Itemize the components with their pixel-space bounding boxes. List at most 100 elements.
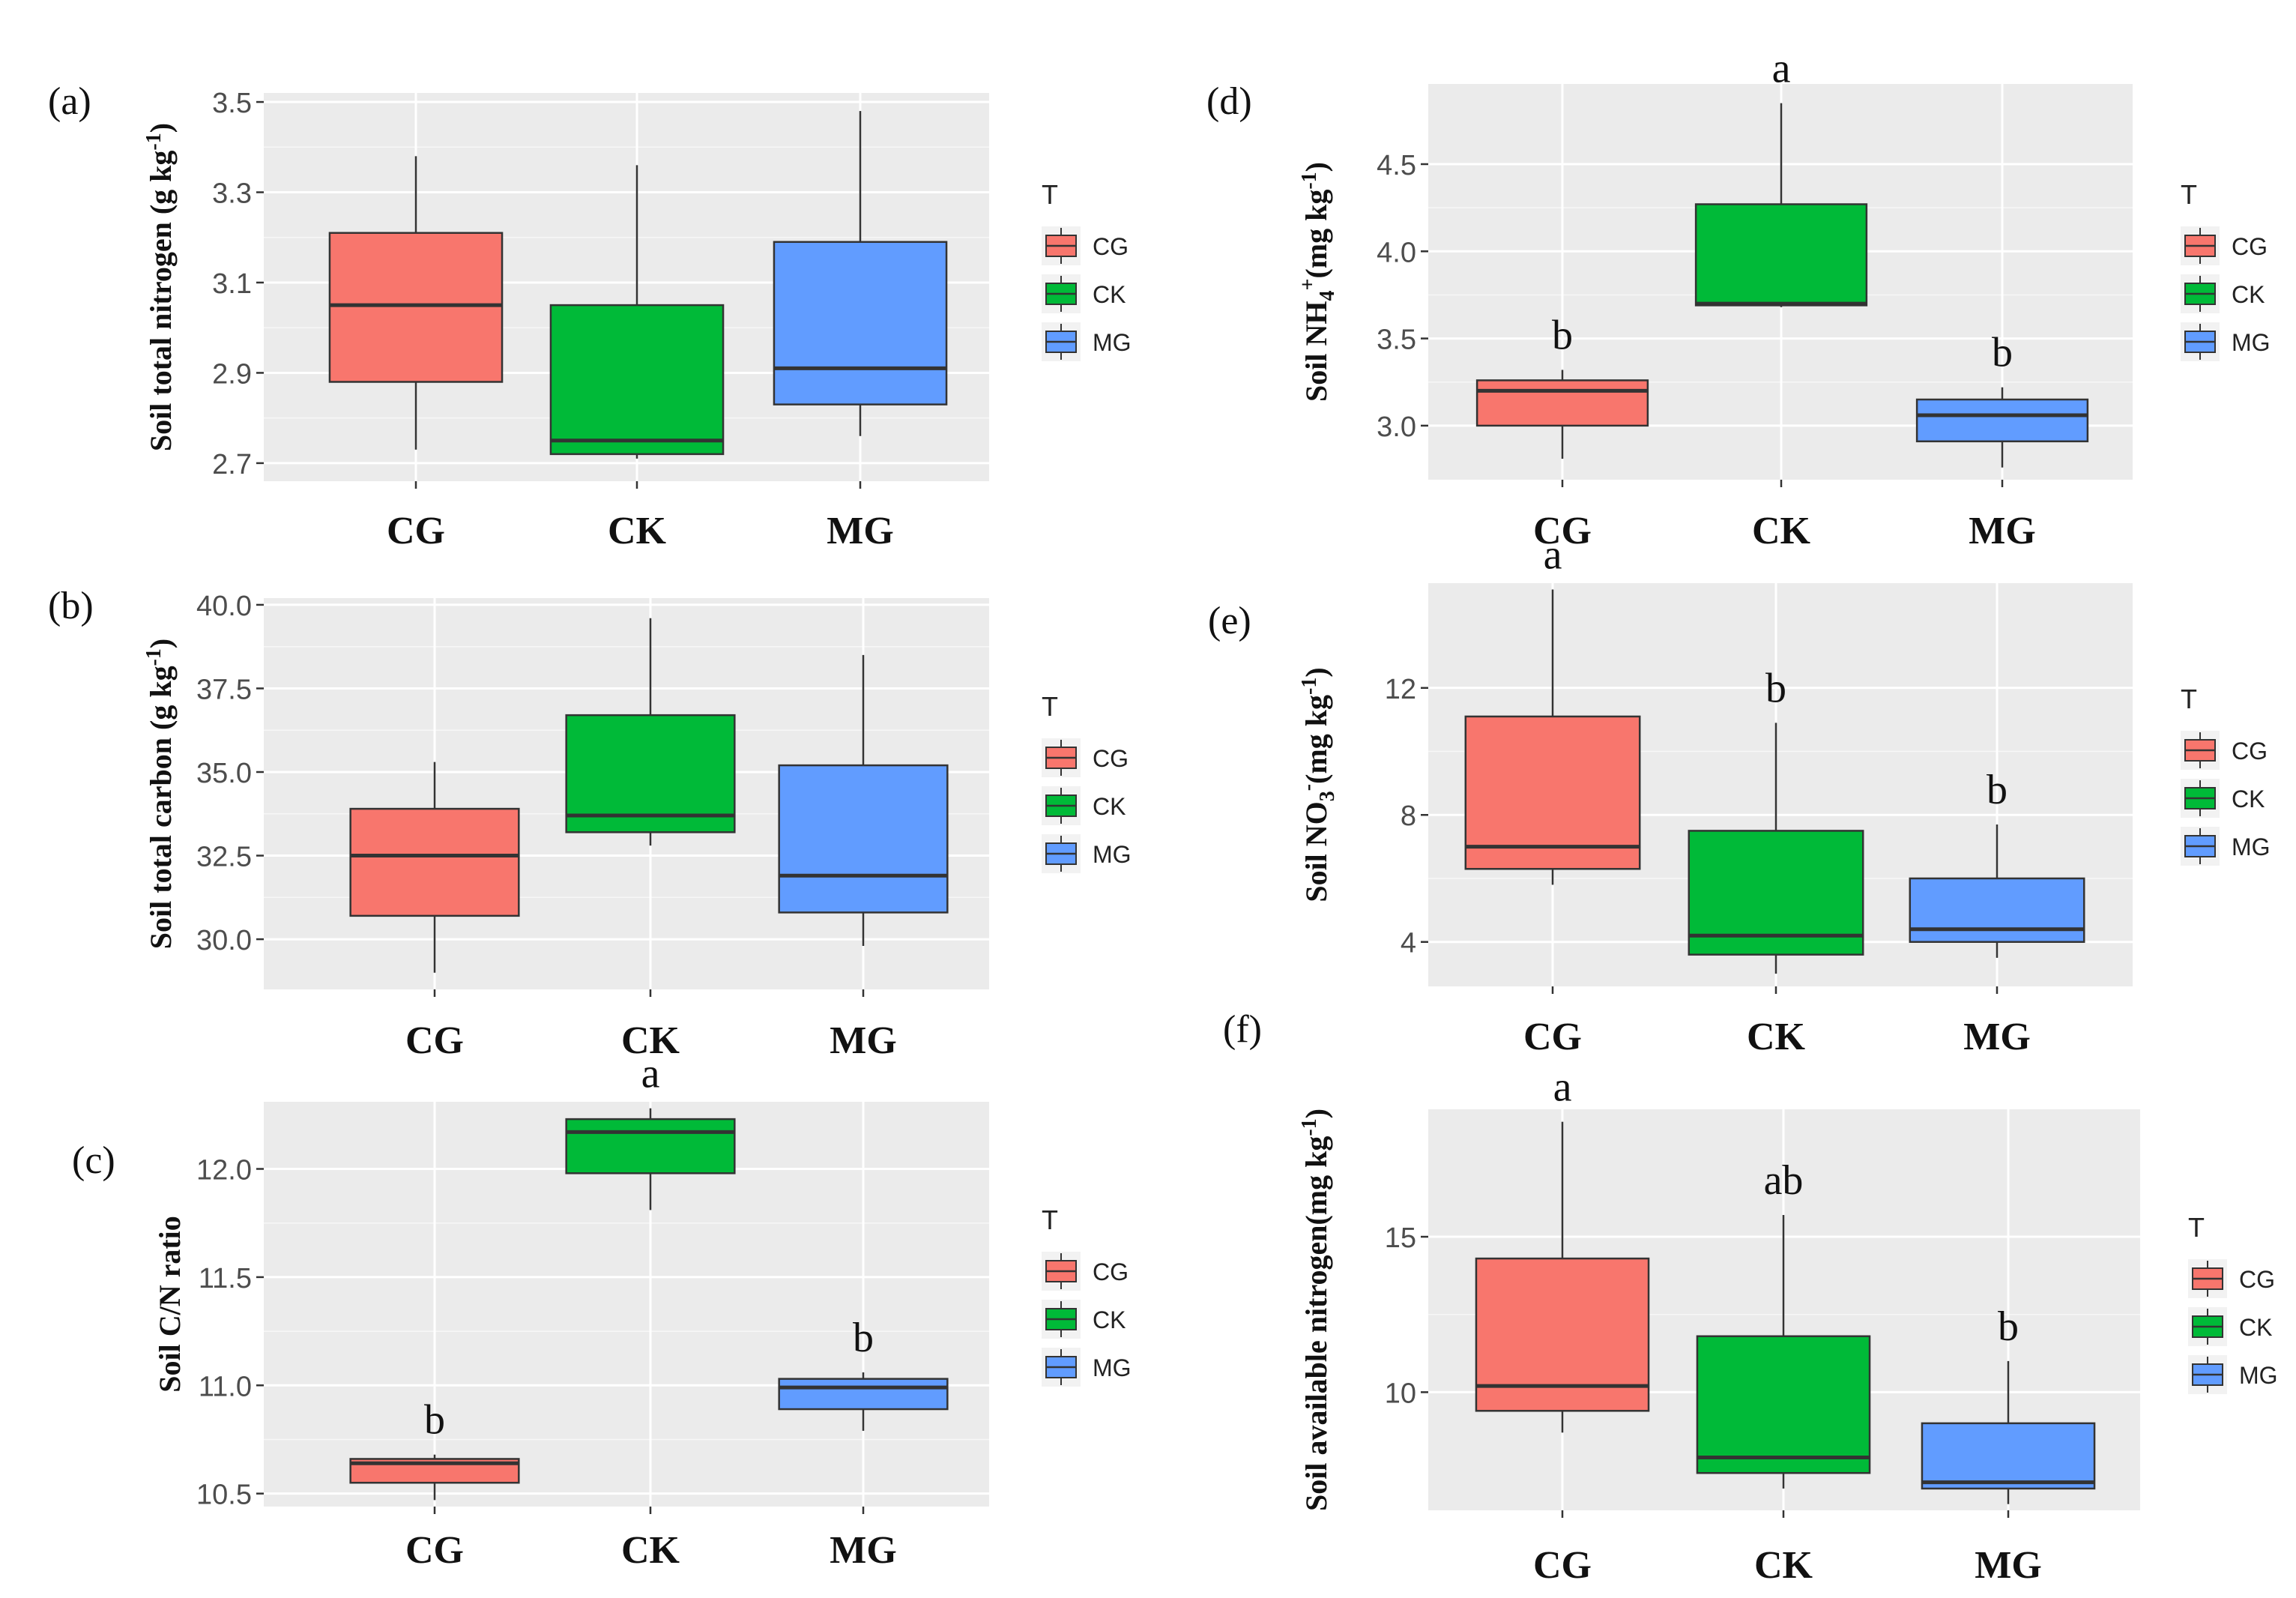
legend-label: MG (1093, 329, 1132, 356)
box-iqr (1921, 1422, 2096, 1490)
y-tick-label: 2.7 (212, 449, 252, 480)
y-tick-label: 35.0 (196, 758, 252, 789)
legend-label: MG (2239, 1362, 2278, 1389)
box-iqr (349, 807, 520, 917)
legend-label: CK (2232, 786, 2265, 812)
x-tick-label: MG (1963, 1016, 2031, 1058)
legend-title: T (1042, 1204, 1058, 1235)
significance-letter: b (1992, 330, 2013, 376)
box-MG (778, 654, 949, 946)
legend-title: T (1042, 691, 1058, 722)
box-CG: b (349, 1397, 520, 1501)
y-tick-label: 3.3 (212, 178, 252, 210)
legend-entry-CK: CK (2188, 1307, 2272, 1346)
x-tick-label: MG (827, 510, 894, 552)
panel-c: 10.5 11.0 11.5 12.0 b a b CG CK MG (c) Soil C/N rat… (72, 1051, 1132, 1572)
y-tick-label: 3.0 (1377, 411, 1416, 443)
y-axis-label: Soil total carbon (g kg-1) (142, 639, 178, 949)
panel-label: (f) (1223, 1008, 1262, 1051)
legend-title: T (1042, 179, 1058, 210)
panel-label: (c) (72, 1139, 115, 1182)
legend: T CG CK MG (1042, 179, 1132, 361)
box-CK: a (565, 1051, 736, 1210)
x-tick-label: CG (405, 1019, 464, 1062)
y-tick-label: 15 (1385, 1222, 1416, 1254)
y-tick-label: 3.5 (1377, 325, 1416, 356)
x-tick-label: CK (1754, 1544, 1813, 1587)
significance-letter: a (641, 1051, 660, 1097)
x-tick-label: CK (1752, 510, 1811, 552)
box-CG (328, 156, 504, 450)
box-iqr (773, 241, 948, 405)
panel-d: 3.0 3.5 4.0 4.5 b a b CG CK MG (d) Soil NH4+(mg kg-… (1206, 46, 2271, 552)
box-CG: a (1464, 531, 1641, 885)
legend-label: MG (2232, 329, 2271, 356)
legend-label: MG (1093, 1354, 1132, 1381)
y-tick-label: 8 (1401, 800, 1416, 832)
legend-title: T (2181, 684, 2197, 714)
box-CK: ab (1696, 1157, 1871, 1489)
legend-label: CG (1093, 745, 1129, 772)
y-tick-label: 30.0 (196, 925, 252, 956)
box-CK (549, 165, 725, 459)
y-tick-label: 32.5 (196, 842, 252, 873)
legend-entry-CG: CG (1042, 738, 1129, 777)
box-iqr (565, 1118, 736, 1175)
box-iqr (1464, 715, 1641, 870)
legend-label: CG (2232, 233, 2268, 260)
legend-entry-MG: MG (2181, 322, 2271, 361)
x-tick-label: CK (1747, 1016, 1806, 1058)
y-tick-label: 3.5 (212, 88, 252, 119)
legend-label: CG (2232, 738, 2268, 765)
legend-entry-MG: MG (1042, 834, 1132, 873)
y-tick-label: 10 (1385, 1378, 1416, 1409)
legend-entry-CK: CK (1042, 1300, 1126, 1339)
x-tick-label: MG (830, 1019, 897, 1062)
box-CG: b (1475, 312, 1649, 459)
panel-label: (b) (48, 585, 94, 627)
panel-b: 30.0 32.5 35.0 37.5 40.0 CG CK MG (b) Soil total … (48, 585, 1132, 1062)
box-iqr (1475, 1257, 1650, 1412)
significance-letter: b (1998, 1303, 2019, 1350)
legend-label: MG (2232, 833, 2271, 860)
box-MG: b (1909, 767, 2085, 958)
panel-label: (a) (48, 80, 91, 123)
y-tick-label: 4.0 (1377, 237, 1416, 268)
box-iqr (1694, 203, 1868, 307)
legend-entry-CK: CK (1042, 786, 1126, 825)
y-tick-label: 37.5 (196, 674, 252, 705)
box-iqr (1909, 877, 2085, 943)
box-iqr (328, 232, 504, 383)
x-tick-label: CG (1523, 1016, 1582, 1058)
legend-entry-CG: CG (2181, 731, 2268, 770)
x-tick-label: CG (1533, 1544, 1592, 1587)
y-axis-label: Soil C/N ratio (153, 1216, 187, 1393)
x-tick-label: CG (387, 510, 445, 552)
legend: T CG CK MG (2188, 1212, 2278, 1394)
y-axis-label: Soil NH4+(mg kg-1) (1296, 162, 1339, 402)
legend-entry-CG: CG (1042, 1252, 1129, 1291)
box-MG: b (1915, 330, 2089, 468)
legend-entry-CK: CK (1042, 274, 1126, 313)
y-axis-label: Soil available nitrogen(mg kg-1) (1298, 1109, 1333, 1511)
y-tick-label: 10.5 (196, 1480, 252, 1511)
significance-letter: a (1772, 46, 1791, 92)
box-MG: b (1921, 1303, 2096, 1504)
x-tick-label: CG (405, 1529, 464, 1572)
legend-entry-MG: MG (1042, 1348, 1132, 1387)
legend-label: CG (1093, 1258, 1129, 1285)
x-tick-label: CK (608, 510, 667, 552)
legend-label: CK (2232, 281, 2265, 308)
legend: T CG CK MG (1042, 691, 1132, 873)
legend-label: CG (2239, 1266, 2275, 1293)
y-tick-label: 11.5 (199, 1263, 252, 1294)
legend-label: CK (1093, 1306, 1126, 1333)
box-iqr (549, 304, 725, 456)
y-tick-label: 4 (1401, 928, 1416, 959)
box-CG: a (1475, 1064, 1650, 1433)
x-tick-label: MG (830, 1529, 897, 1572)
legend-entry-MG: MG (2181, 827, 2271, 866)
panel-e: 4 8 12 a b b CG CK MG (e) Soil NO3-(mg kg-1) T CG CK M… (1208, 531, 2271, 1058)
box-iqr (1915, 398, 2089, 443)
legend-label: CK (1093, 281, 1126, 308)
